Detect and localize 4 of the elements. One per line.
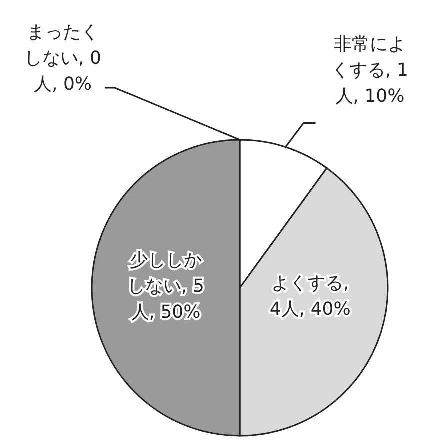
slice-label: 少ししかしない, 5人, 50% <box>128 250 204 323</box>
slice-label: よくする, 4人, 40% <box>270 272 351 320</box>
slice-label: 非常によくする, 1人, 10% <box>332 34 408 107</box>
category-label: まったくしない, 0人, 0% <box>24 22 102 95</box>
